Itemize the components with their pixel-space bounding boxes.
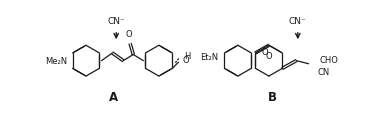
Text: CN⁻: CN⁻ <box>107 17 125 26</box>
Text: CN⁻: CN⁻ <box>289 17 307 26</box>
Text: CN: CN <box>318 67 330 76</box>
Text: O: O <box>262 47 268 56</box>
Text: O: O <box>182 56 189 65</box>
Text: B: B <box>268 90 276 103</box>
Text: A: A <box>108 90 118 103</box>
Text: O: O <box>125 30 132 39</box>
Text: Me₂N: Me₂N <box>45 57 67 66</box>
Text: H: H <box>184 51 190 60</box>
Text: O: O <box>266 51 272 60</box>
Text: Et₂N: Et₂N <box>200 52 218 61</box>
Text: CHO: CHO <box>319 56 338 65</box>
